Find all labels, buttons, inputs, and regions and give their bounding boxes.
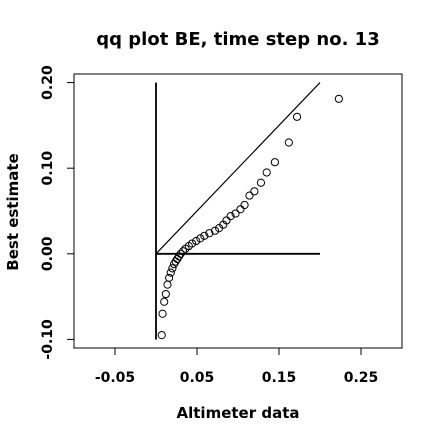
y-tick-label: -0.10 (40, 319, 56, 360)
reference-line-identity (155, 82, 321, 255)
data-point (158, 309, 167, 318)
data-point (196, 234, 205, 243)
data-point (256, 178, 266, 187)
data-point (157, 331, 166, 340)
data-point (222, 216, 231, 225)
data-point (292, 112, 302, 121)
data-point (174, 252, 184, 261)
y-tick-label: 0.10 (40, 151, 56, 186)
data-point (250, 187, 259, 196)
data-point (262, 168, 271, 177)
data-point (178, 247, 188, 256)
y-axis-label: Best estimate (4, 153, 22, 270)
data-point (231, 209, 240, 218)
data-point (168, 264, 177, 273)
data-point (192, 236, 201, 246)
x-tick-label: 0.25 (344, 370, 379, 386)
data-point (245, 191, 254, 200)
data-point (334, 94, 343, 103)
data-point (161, 289, 170, 299)
data-point (171, 257, 180, 266)
x-tick-label: 0.15 (262, 370, 297, 386)
x-tick-label: 0.05 (180, 370, 215, 386)
chart-marks: -0.05 0.05 0.15 0.25 -0.10 0.00 0.10 0.20 (40, 65, 378, 386)
data-point (176, 249, 185, 258)
data-point (226, 212, 235, 221)
data-point (165, 273, 174, 282)
data-point (169, 259, 179, 269)
data-point (210, 226, 220, 235)
chart-title: qq plot BE, time step no. 13 (96, 29, 379, 50)
plot-frame (73, 73, 403, 349)
y-tick-label: 0.20 (40, 65, 56, 100)
data-point (270, 158, 279, 167)
data-point (166, 268, 175, 277)
data-point (187, 239, 197, 248)
y-tick-label: 0.00 (40, 236, 56, 271)
data-point (236, 205, 245, 214)
data-point (240, 200, 249, 210)
data-point (284, 138, 293, 147)
x-axis-label: Altimeter data (177, 404, 300, 422)
data-point (173, 254, 182, 264)
data-point (163, 280, 172, 289)
data-point (160, 297, 169, 306)
x-tick-label: -0.05 (95, 370, 135, 386)
data-point (200, 231, 209, 240)
